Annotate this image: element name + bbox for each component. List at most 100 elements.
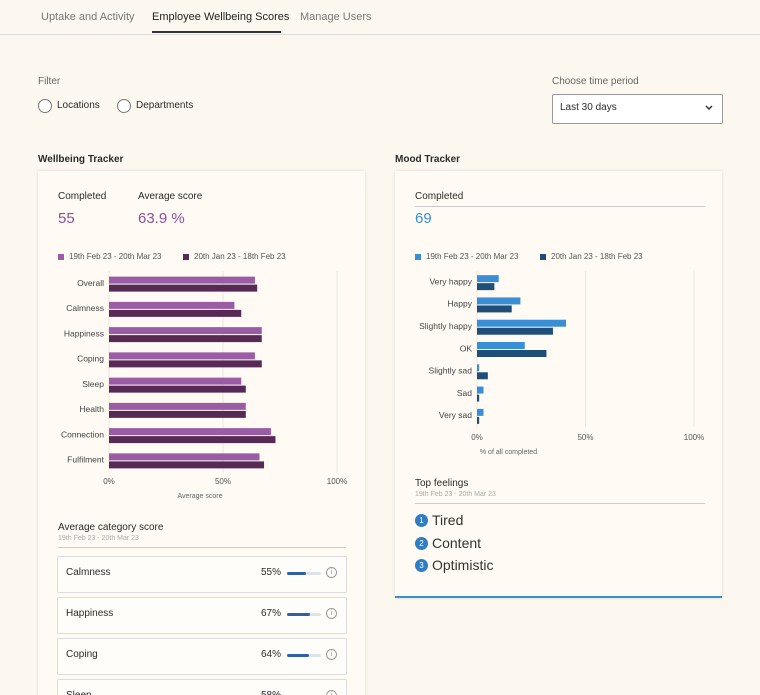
divider: [0, 34, 760, 35]
category-label: Very happy: [429, 276, 472, 286]
category-label: Coping: [77, 354, 104, 364]
feeling-label: Tired: [432, 512, 464, 528]
section-title: Mood Tracker: [395, 154, 461, 165]
bar: [109, 385, 246, 393]
bar: [477, 350, 547, 357]
bar: [109, 301, 235, 309]
category-label: Happy: [447, 299, 472, 309]
tab[interactable]: Uptake and Activity: [41, 11, 135, 23]
category-label: Very sad: [439, 410, 472, 420]
category-label: Calmness: [66, 303, 104, 313]
row-label: Sleep: [66, 690, 92, 695]
category-label: Health: [79, 404, 104, 414]
x-tick-label: 0%: [103, 477, 115, 486]
legend-label: 19th Feb 23 - 20th Mar 23: [69, 252, 162, 261]
feelings-title: Top feelings: [415, 478, 469, 489]
feeling-label: Content: [432, 534, 482, 551]
stat-label: Average score: [138, 191, 203, 202]
section-title: Wellbeing Tracker: [38, 154, 124, 165]
bar: [477, 342, 525, 349]
x-axis-label: % of all completed: [480, 449, 537, 456]
feelings-subtitle: 19th Feb 23 - 20th Mar 23: [415, 491, 496, 498]
row-label: Happiness: [66, 608, 114, 619]
progress-fill: [287, 613, 310, 616]
tab-underline: [152, 31, 281, 33]
legend-label: 20th Jan 23 - 18th Feb 23: [551, 252, 643, 261]
category-label: Fulfilment: [67, 455, 104, 465]
legend-swatch: [415, 254, 421, 260]
divider: [415, 503, 705, 504]
stat-label: Completed: [415, 191, 464, 202]
divider: [58, 547, 346, 548]
legend-swatch: [183, 254, 189, 260]
progress-fill: [287, 572, 306, 575]
category-label: Connection: [61, 429, 104, 439]
category-label: Overall: [77, 278, 104, 288]
bar: [477, 416, 480, 424]
info-icon[interactable]: i: [326, 608, 337, 619]
dropdown-value[interactable]: Last 30 days: [560, 102, 617, 113]
radio[interactable]: [38, 99, 52, 113]
legend-label: 20th Jan 23 - 18th Feb 23: [194, 252, 286, 261]
x-tick-label: 100%: [684, 433, 704, 442]
bar: [477, 386, 484, 394]
radio[interactable]: [117, 99, 131, 113]
legend-label: 19th Feb 23 - 20th Mar 23: [426, 252, 519, 261]
bar: [477, 283, 495, 291]
x-tick-label: 50%: [215, 477, 231, 486]
bar: [109, 327, 262, 335]
row-value: 64%: [260, 649, 281, 660]
rank-badge: 3: [415, 559, 428, 572]
tab[interactable]: Manage Users: [300, 11, 372, 23]
bar: [477, 297, 521, 305]
radio-label[interactable]: Departments: [136, 100, 194, 111]
stat-value: 63.9 %: [138, 210, 185, 227]
row-label: Coping: [66, 649, 98, 660]
rank-badge: 2: [415, 536, 428, 550]
filter-label: Filter: [38, 76, 61, 87]
bar: [477, 408, 484, 416]
info-icon[interactable]: i: [326, 649, 337, 660]
row-value: 58%: [241, 690, 281, 695]
bar: [109, 352, 255, 360]
chevron: [705, 105, 713, 111]
category-label: Sad: [457, 388, 472, 398]
stat-value: 69: [415, 210, 432, 227]
bar: [109, 453, 260, 461]
category-label: Happiness: [64, 328, 104, 338]
legend-swatch: [540, 254, 546, 260]
category-label: Sleep: [82, 379, 104, 389]
bar: [477, 364, 480, 372]
info-icon[interactable]: i: [326, 690, 337, 695]
dropdown[interactable]: [552, 94, 723, 124]
rank-badge: 1: [415, 514, 428, 527]
mood-card: [395, 171, 722, 598]
tab[interactable]: Employee Wellbeing Scores: [152, 11, 290, 23]
info-icon[interactable]: i: [326, 567, 337, 578]
legend-swatch: [58, 254, 64, 260]
bar: [477, 319, 566, 327]
row-label: Calmness: [66, 567, 111, 578]
x-tick-label: 0%: [471, 433, 483, 442]
stat-label: Completed: [58, 191, 107, 202]
bar: [109, 402, 246, 410]
time-label: Choose time period: [552, 76, 639, 87]
bar: [109, 410, 246, 418]
bar: [109, 461, 265, 469]
x-tick-label: 50%: [577, 433, 593, 442]
bar: [109, 276, 255, 284]
radio-label[interactable]: Locations: [57, 100, 100, 111]
row-value: 55%: [260, 567, 281, 578]
bar: [109, 360, 262, 368]
row-value: 67%: [260, 608, 281, 619]
scores-title: Average category score: [58, 522, 164, 533]
bar: [477, 305, 512, 313]
bar: [109, 284, 258, 292]
feeling-label: Optimistic: [432, 557, 494, 573]
bar: [109, 436, 276, 444]
divider: [415, 206, 705, 207]
category-label: Slightly happy: [419, 321, 473, 331]
x-axis-label: Average score: [177, 493, 222, 500]
